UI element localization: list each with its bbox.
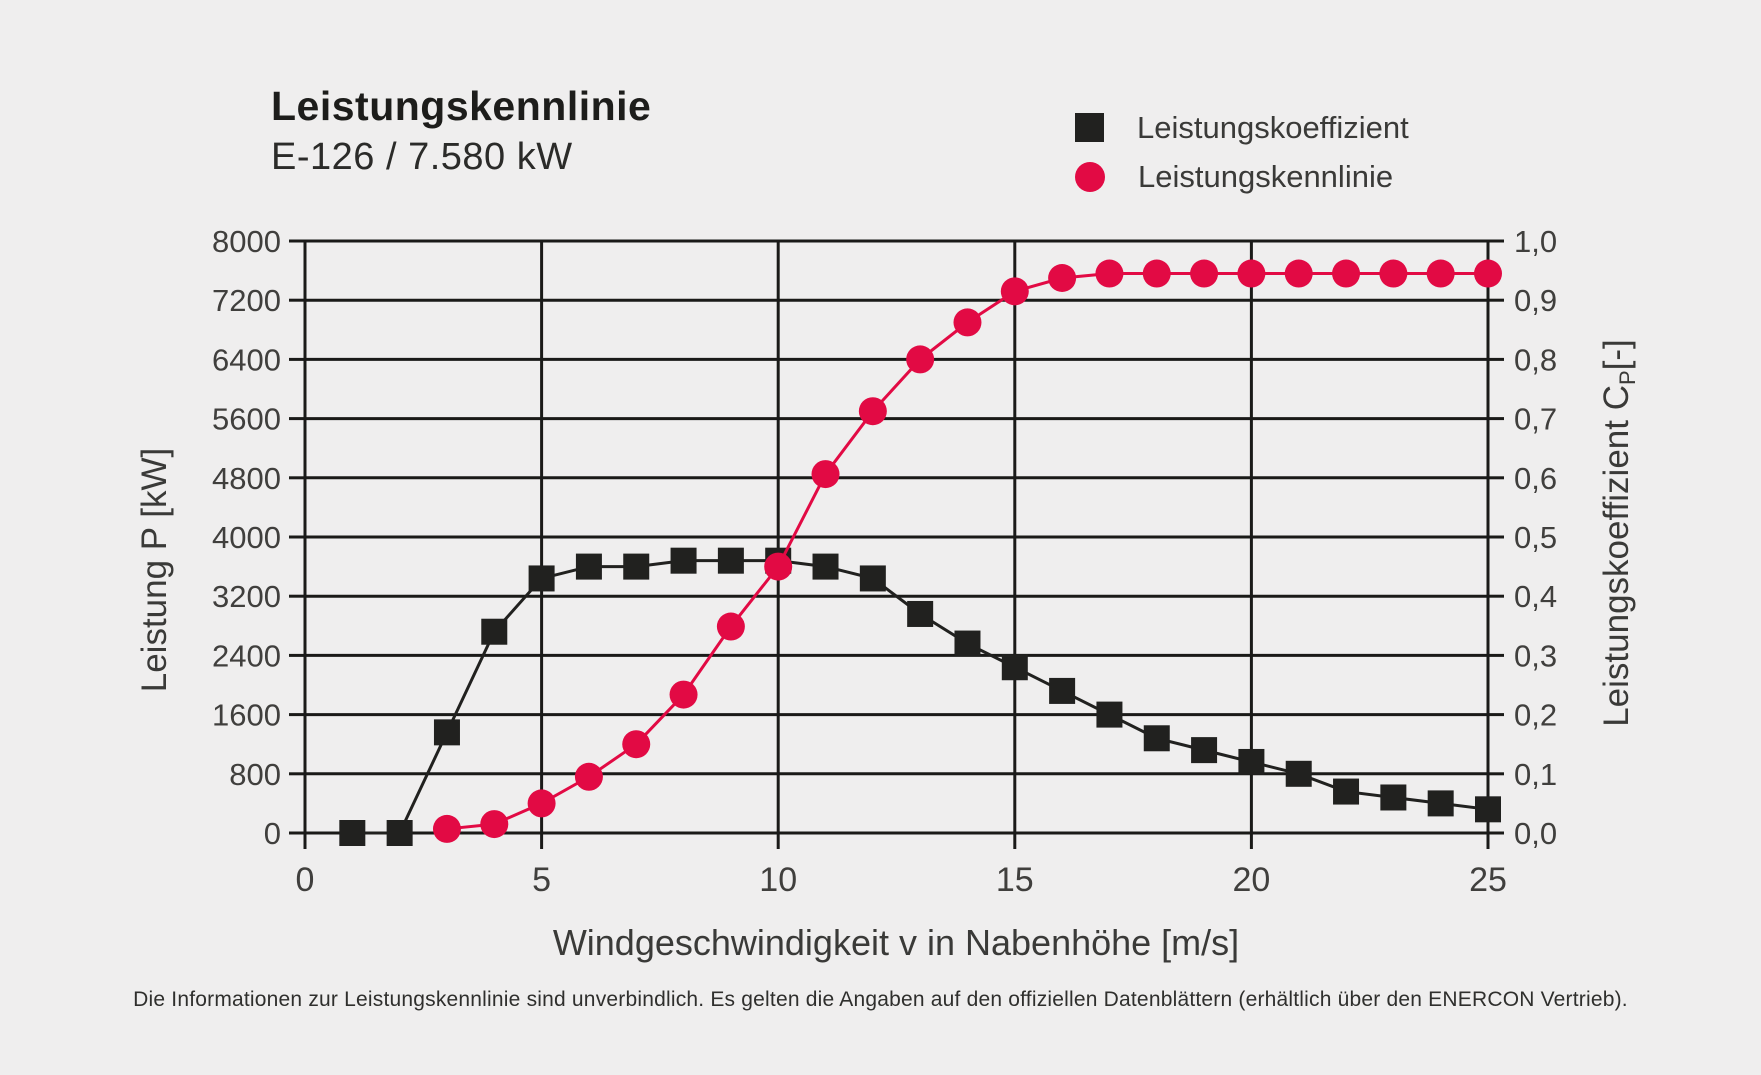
power-marker [1048, 264, 1077, 292]
power-marker [858, 397, 887, 426]
x-tick-label: 15 [996, 861, 1034, 899]
power-marker [1142, 259, 1171, 288]
y-left-tick-label: 8000 [212, 224, 281, 259]
x-tick-label: 5 [532, 861, 551, 899]
legend: Leistungskoeffizient Leistungskennlinie [1075, 103, 1409, 201]
x-tick-label: 25 [1469, 861, 1507, 899]
cp-marker [1380, 784, 1407, 811]
y-right-tick-label: 0,4 [1514, 579, 1557, 614]
cp-marker [1143, 725, 1170, 752]
y-left-tick-label: 3200 [212, 579, 281, 614]
y-axis-label-right: Leistungskoeffizient CP[-] [1597, 339, 1640, 727]
y-left-tick-label: 4000 [212, 520, 281, 555]
legend-label: Leistungskennlinie [1138, 158, 1394, 194]
power-marker [1000, 277, 1029, 306]
power-marker [811, 460, 840, 489]
power-line [446, 272, 1488, 831]
y-left-tick-label: 1600 [212, 698, 281, 733]
y-right-tick-label: 0,8 [1514, 342, 1557, 377]
cp-marker [670, 547, 697, 574]
y-right-tick-label: 0,3 [1514, 638, 1557, 673]
y-left-tick-label: 0 [264, 816, 281, 851]
y-left-tick-label: 5600 [212, 402, 281, 437]
power-marker [1474, 259, 1502, 288]
power-marker [622, 730, 651, 759]
power-marker [1095, 259, 1124, 288]
chart-subtitle: E-126 / 7.580 kW [271, 136, 573, 178]
power-marker [1237, 259, 1266, 288]
legend-label: Leistungskoeffizient [1137, 109, 1409, 145]
cp-marker [859, 565, 886, 592]
power-marker [574, 762, 603, 791]
legend-circle-marker-icon [1075, 161, 1105, 192]
y-left-tick-label: 800 [229, 757, 281, 792]
cp-marker [907, 600, 934, 627]
y-right-tick-label: 0,2 [1514, 698, 1557, 733]
legend-item-leistungskoeffizient: Leistungskoeffizient [1075, 103, 1409, 152]
power-marker [432, 814, 461, 843]
cp-marker [339, 820, 366, 846]
footer-note: Die Informationen zur Leistungskennlinie… [133, 988, 1628, 1011]
power-marker [716, 612, 745, 641]
legend-item-leistungskennlinie: Leistungskennlinie [1075, 152, 1409, 201]
cp-marker [954, 630, 981, 657]
power-marker [1379, 259, 1408, 288]
y-right-tick-label: 1,0 [1514, 224, 1557, 259]
y-left-tick-label: 2400 [212, 638, 281, 673]
cp-marker [1096, 701, 1123, 728]
power-marker [764, 552, 793, 581]
cp-marker [433, 719, 460, 746]
cp-marker [1049, 677, 1076, 704]
x-tick-label: 20 [1232, 861, 1270, 899]
x-axis-label: Windgeschwindigkeit v in Nabenhöhe [m/s] [553, 922, 1239, 963]
power-marker [1426, 259, 1455, 288]
legend-square-marker-icon [1075, 113, 1104, 142]
cp-marker [717, 547, 744, 574]
cp-marker [1191, 737, 1218, 764]
cp-marker [481, 618, 508, 645]
cp-marker [1427, 790, 1454, 817]
y-right-tick-label: 0,0 [1514, 816, 1557, 851]
chart-title: Leistungskennlinie [271, 83, 652, 129]
x-tick-label: 0 [296, 861, 315, 899]
cp-marker [812, 553, 839, 580]
y-right-tick-label: 0,6 [1514, 461, 1557, 496]
y-right-tick-label: 0,7 [1514, 402, 1557, 437]
y-right-tick-label: 0,9 [1514, 283, 1557, 318]
x-tick-label: 10 [759, 861, 797, 899]
cp-marker [386, 820, 413, 846]
y-right-tick-label: 0,1 [1514, 757, 1557, 792]
cp-marker [528, 565, 555, 592]
power-marker [527, 789, 556, 818]
cp-marker [1238, 748, 1265, 775]
power-marker [953, 308, 982, 337]
cp-marker [1001, 654, 1028, 681]
cp-marker [1475, 796, 1501, 823]
power-marker [1190, 259, 1219, 288]
cp-marker [1333, 778, 1360, 805]
cp-marker [575, 553, 602, 580]
y-left-tick-label: 7200 [212, 283, 281, 318]
y-axis-label-left: Leistung P [kW] [135, 448, 174, 692]
power-marker [1284, 259, 1313, 288]
power-marker [669, 680, 698, 709]
power-marker [480, 810, 509, 839]
cp-marker [623, 553, 650, 580]
power-marker [906, 345, 935, 374]
y-right-tick-label: 0,5 [1514, 520, 1557, 555]
cp-marker [1285, 760, 1312, 787]
y-left-tick-label: 6400 [212, 342, 281, 377]
y-left-tick-label: 4800 [212, 461, 281, 496]
power-marker [1332, 259, 1361, 288]
